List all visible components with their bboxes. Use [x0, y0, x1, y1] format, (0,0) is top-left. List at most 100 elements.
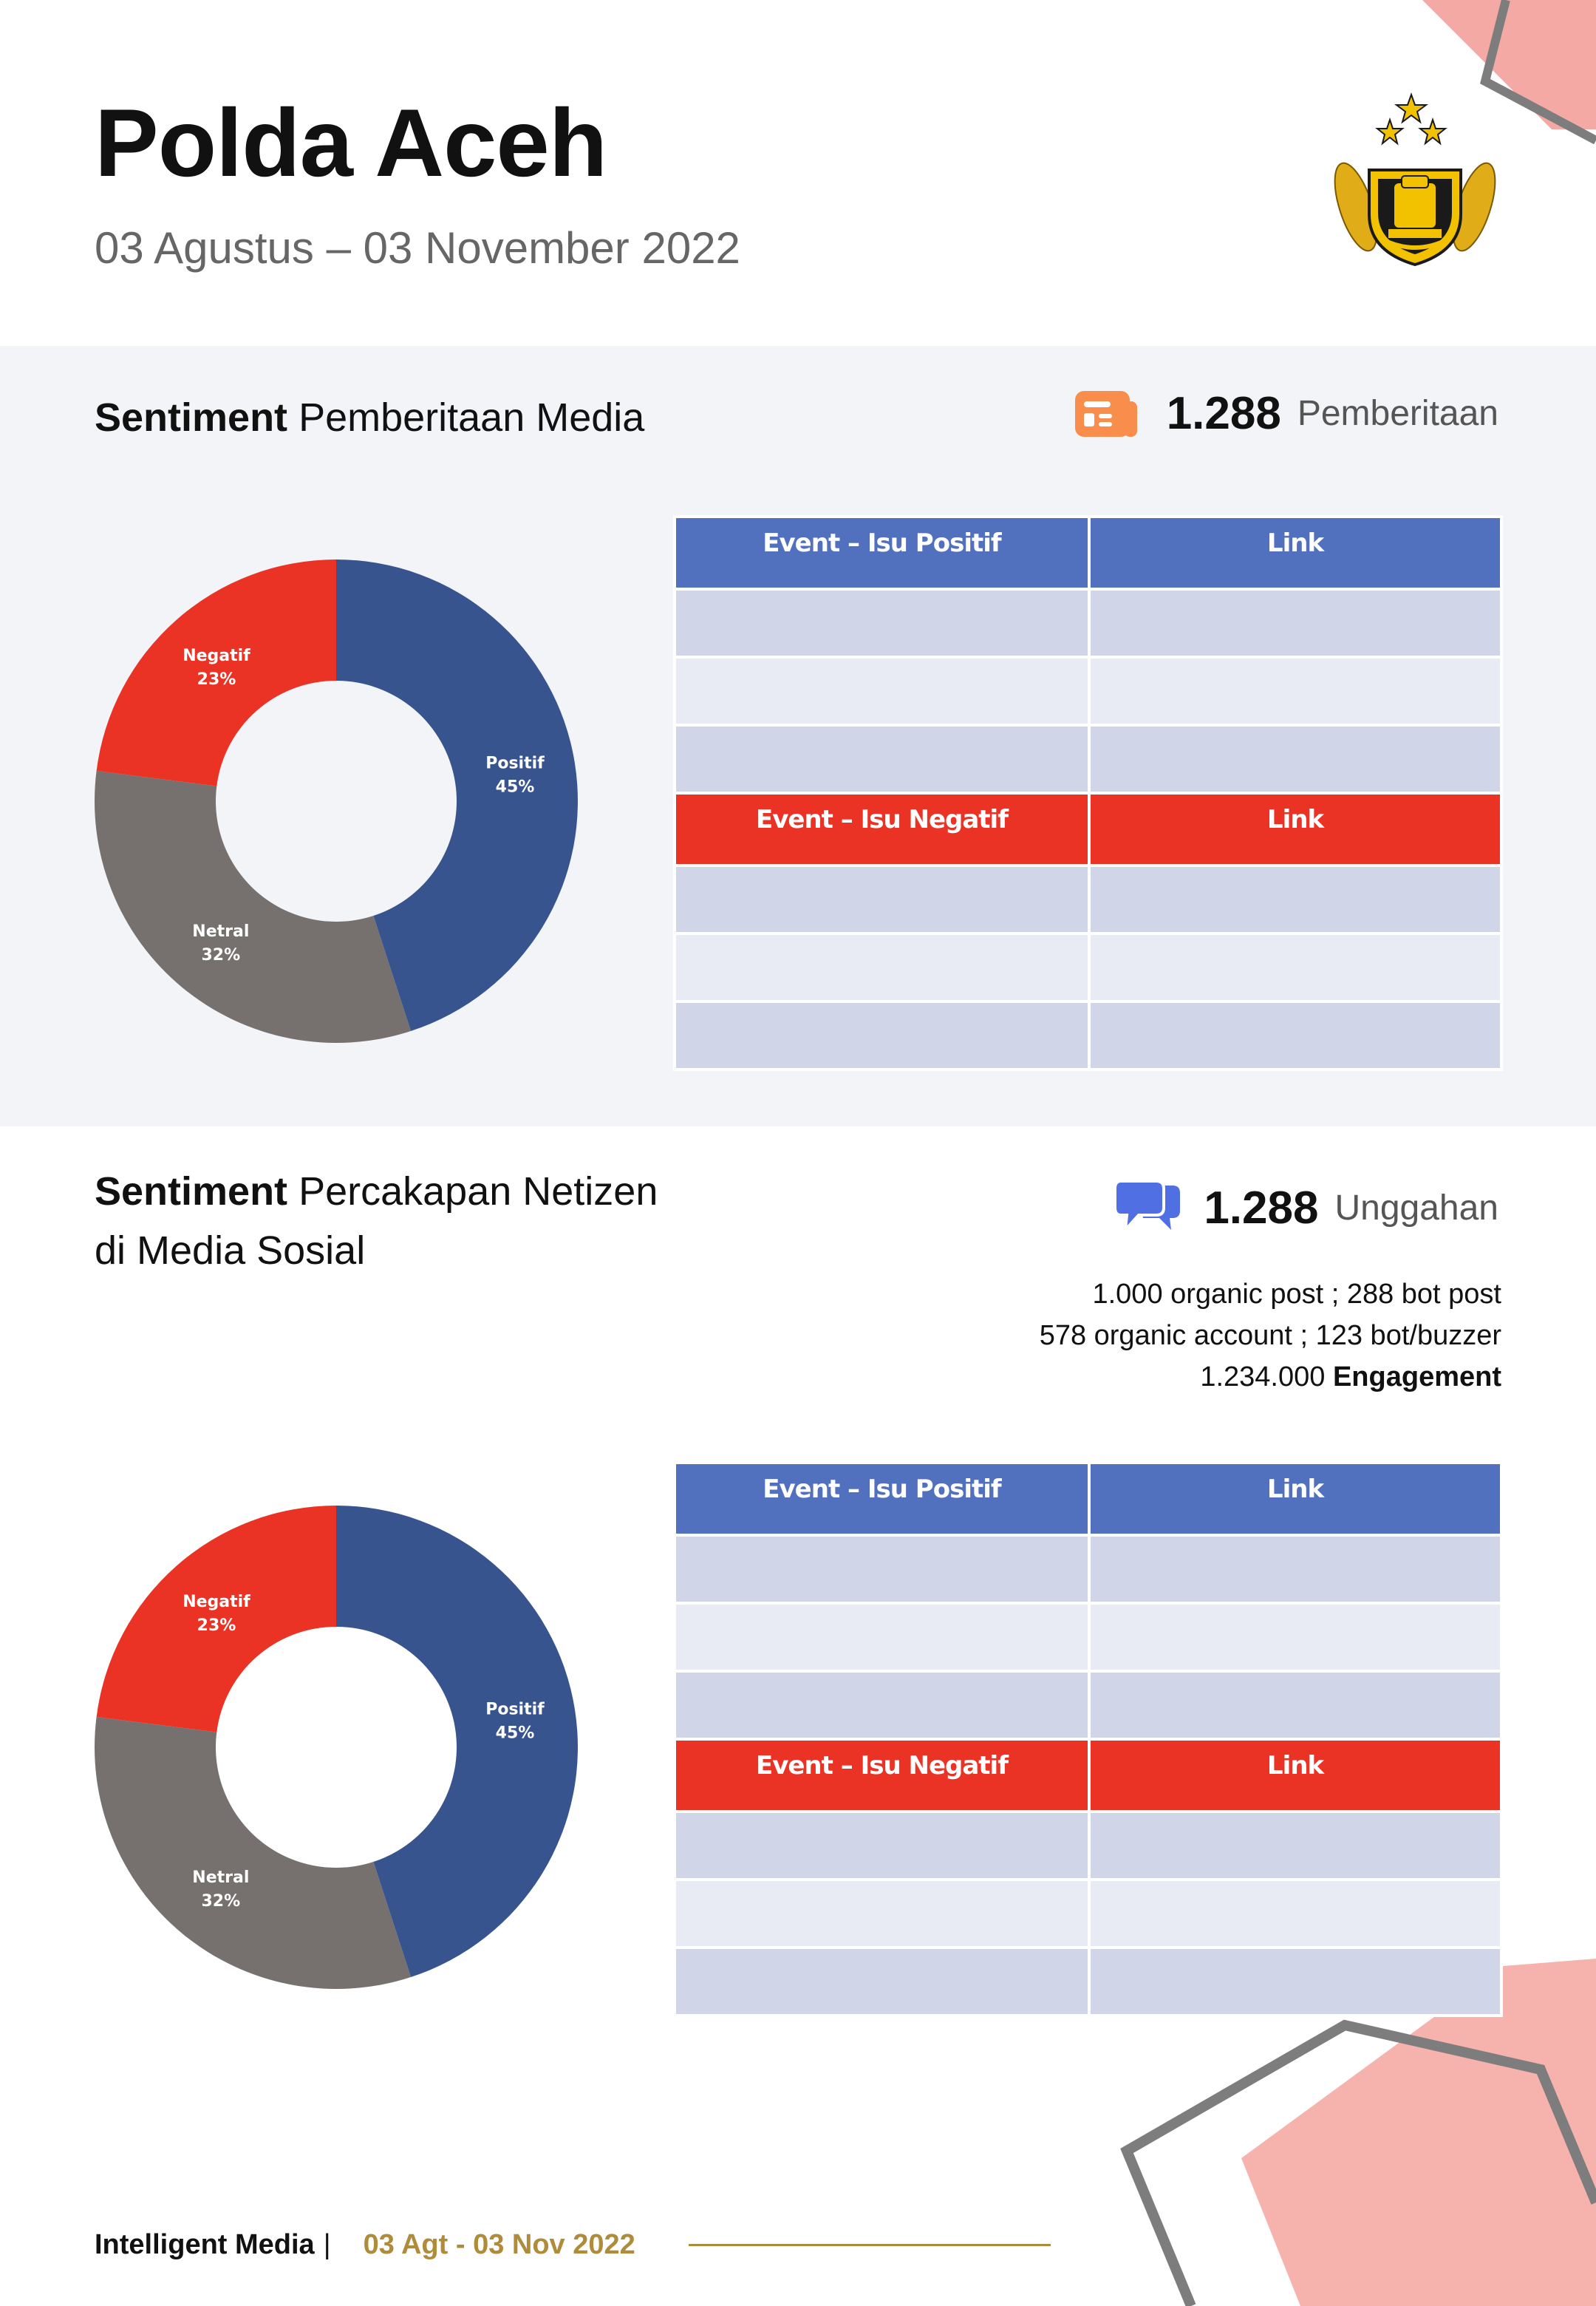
positive-event-header: Event – Isu Positif: [673, 1461, 1091, 1537]
table-cell: [1088, 656, 1503, 727]
table-cell: [673, 1602, 1091, 1673]
table-row: [673, 1878, 1503, 1949]
footer-brand: Intelligent Media: [95, 2229, 315, 2260]
table-cell: [1088, 1670, 1503, 1741]
info-engagement: 1.234.000 Engagement: [1040, 1356, 1501, 1398]
slice-label-value: 23%: [197, 1616, 236, 1635]
social-events-table: Event – Isu Positif Link Event – Isu Neg…: [673, 1461, 1503, 2017]
media-stat: 1.288 Pemberitaan: [1074, 387, 1498, 440]
table-cell: [1088, 1534, 1503, 1605]
slice-label-name: Netral: [192, 922, 249, 941]
table-cell: [673, 724, 1091, 795]
media-section-title: Sentiment Pemberitaan Media: [95, 388, 644, 447]
donut-slice-netral: [95, 771, 412, 1043]
table-row: [673, 1810, 1503, 1881]
social-section-title-rest1: Percakapan Netizen: [299, 1169, 658, 1214]
table-cell: [673, 1946, 1091, 2017]
media-stat-value: 1.288: [1166, 388, 1281, 439]
negative-link-header: Link: [1088, 1738, 1503, 1813]
positive-event-header: Event – Isu Positif: [673, 515, 1091, 591]
slice-label-name: Negatif: [183, 647, 250, 665]
table-cell: [1088, 1000, 1503, 1071]
table-row: [673, 1000, 1503, 1071]
table-row: [673, 864, 1503, 935]
social-section-title-line2: di Media Sosial: [95, 1228, 366, 1273]
slice-label-name: Positif: [485, 1701, 545, 1719]
donut-slice-positif: [336, 560, 578, 1031]
social-section-title: Sentiment Percakapan Netizen di Media So…: [95, 1162, 658, 1280]
slice-label-value: 32%: [201, 946, 240, 965]
positive-link-header: Link: [1088, 1461, 1503, 1537]
table-cell: [1088, 588, 1503, 659]
police-emblem-icon: [1334, 92, 1496, 267]
footer-separator: |: [323, 2229, 331, 2260]
media-stat-unit: Pemberitaan: [1297, 394, 1498, 433]
table-cell: [673, 1878, 1091, 1949]
period-subtitle: 03 Agustus – 03 November 2022: [95, 223, 740, 273]
newspaper-icon: [1074, 390, 1137, 437]
donut-slice-netral: [95, 1717, 412, 1989]
table-cell: [1088, 1810, 1503, 1881]
info-account-counts: 578 organic account ; 123 bot/buzzer: [1039, 1320, 1501, 1351]
table-header-row: Event – Isu Negatif Link: [673, 1738, 1503, 1813]
slice-label-value: 45%: [496, 778, 535, 797]
table-row: [673, 1602, 1503, 1673]
table-row: [673, 724, 1503, 795]
table-row: [673, 656, 1503, 727]
media-section-title-bold: Sentiment: [95, 395, 288, 440]
table-header-row: Event – Isu Positif Link: [673, 515, 1503, 591]
engagement-label: Engagement: [1332, 1361, 1501, 1392]
media-section-title-rest: Pemberitaan Media: [299, 395, 645, 440]
table-cell: [1088, 932, 1503, 1003]
table-cell: [1088, 1946, 1503, 2017]
table-cell: [673, 1534, 1091, 1605]
table-cell: [673, 932, 1091, 1003]
table-cell: [1088, 724, 1503, 795]
negative-event-header: Event – Isu Negatif: [673, 1738, 1091, 1813]
social-sentiment-donut-chart: Positif 45% Netral 32% Negatif 23%: [95, 1506, 578, 1989]
table-cell: [673, 864, 1091, 935]
table-cell: [673, 1000, 1091, 1071]
donut-slice-positif: [336, 1506, 578, 1977]
table-cell: [673, 656, 1091, 727]
social-section-title-line1: Sentiment Percakapan Netizen: [95, 1162, 658, 1221]
footer-divider-line: [689, 2244, 1051, 2246]
media-events-table: Event – Isu Positif Link Event – Isu Neg…: [673, 515, 1503, 1071]
table-cell: [673, 588, 1091, 659]
table-header-row: Event – Isu Positif Link: [673, 1461, 1503, 1537]
table-header-row: Event – Isu Negatif Link: [673, 792, 1503, 867]
social-stat: 1.288 Unggahan: [1114, 1178, 1498, 1237]
negative-link-header: Link: [1088, 792, 1503, 867]
slice-label-name: Negatif: [183, 1593, 250, 1611]
table-row: [673, 1670, 1503, 1741]
chat-bubbles-icon: [1114, 1180, 1181, 1234]
slice-label-value: 45%: [496, 1724, 535, 1743]
footer: Intelligent Media | 03 Agt - 03 Nov 2022: [95, 2228, 635, 2262]
table-cell: [673, 1670, 1091, 1741]
table-cell: [1088, 1602, 1503, 1673]
media-sentiment-donut-chart: Positif 45% Netral 32% Negatif 23%: [95, 560, 578, 1043]
slice-label-name: Positif: [485, 755, 545, 773]
table-cell: [1088, 1878, 1503, 1949]
social-section-title-bold: Sentiment: [95, 1169, 288, 1214]
donut-slice-negatif: [96, 560, 336, 786]
engagement-value: 1.234.000: [1200, 1361, 1326, 1392]
footer-date: 03 Agt - 03 Nov 2022: [363, 2229, 635, 2260]
social-stat-value: 1.288: [1204, 1182, 1319, 1234]
slice-label-value: 32%: [201, 1892, 240, 1911]
table-cell: [1088, 864, 1503, 935]
social-stats-info: 1.000 organic post ; 288 bot post 578 or…: [1040, 1273, 1501, 1398]
social-stat-unit: Unggahan: [1334, 1188, 1498, 1228]
info-post-counts: 1.000 organic post ; 288 bot post: [1092, 1279, 1501, 1310]
positive-link-header: Link: [1088, 515, 1503, 591]
table-row: [673, 1534, 1503, 1605]
donut-slice-negatif: [96, 1506, 336, 1732]
table-cell: [673, 1810, 1091, 1881]
slice-label-name: Netral: [192, 1868, 249, 1887]
slice-label-value: 23%: [197, 670, 236, 689]
table-row: [673, 932, 1503, 1003]
table-row: [673, 588, 1503, 659]
negative-event-header: Event – Isu Negatif: [673, 792, 1091, 867]
page-title: Polda Aceh: [95, 89, 607, 197]
